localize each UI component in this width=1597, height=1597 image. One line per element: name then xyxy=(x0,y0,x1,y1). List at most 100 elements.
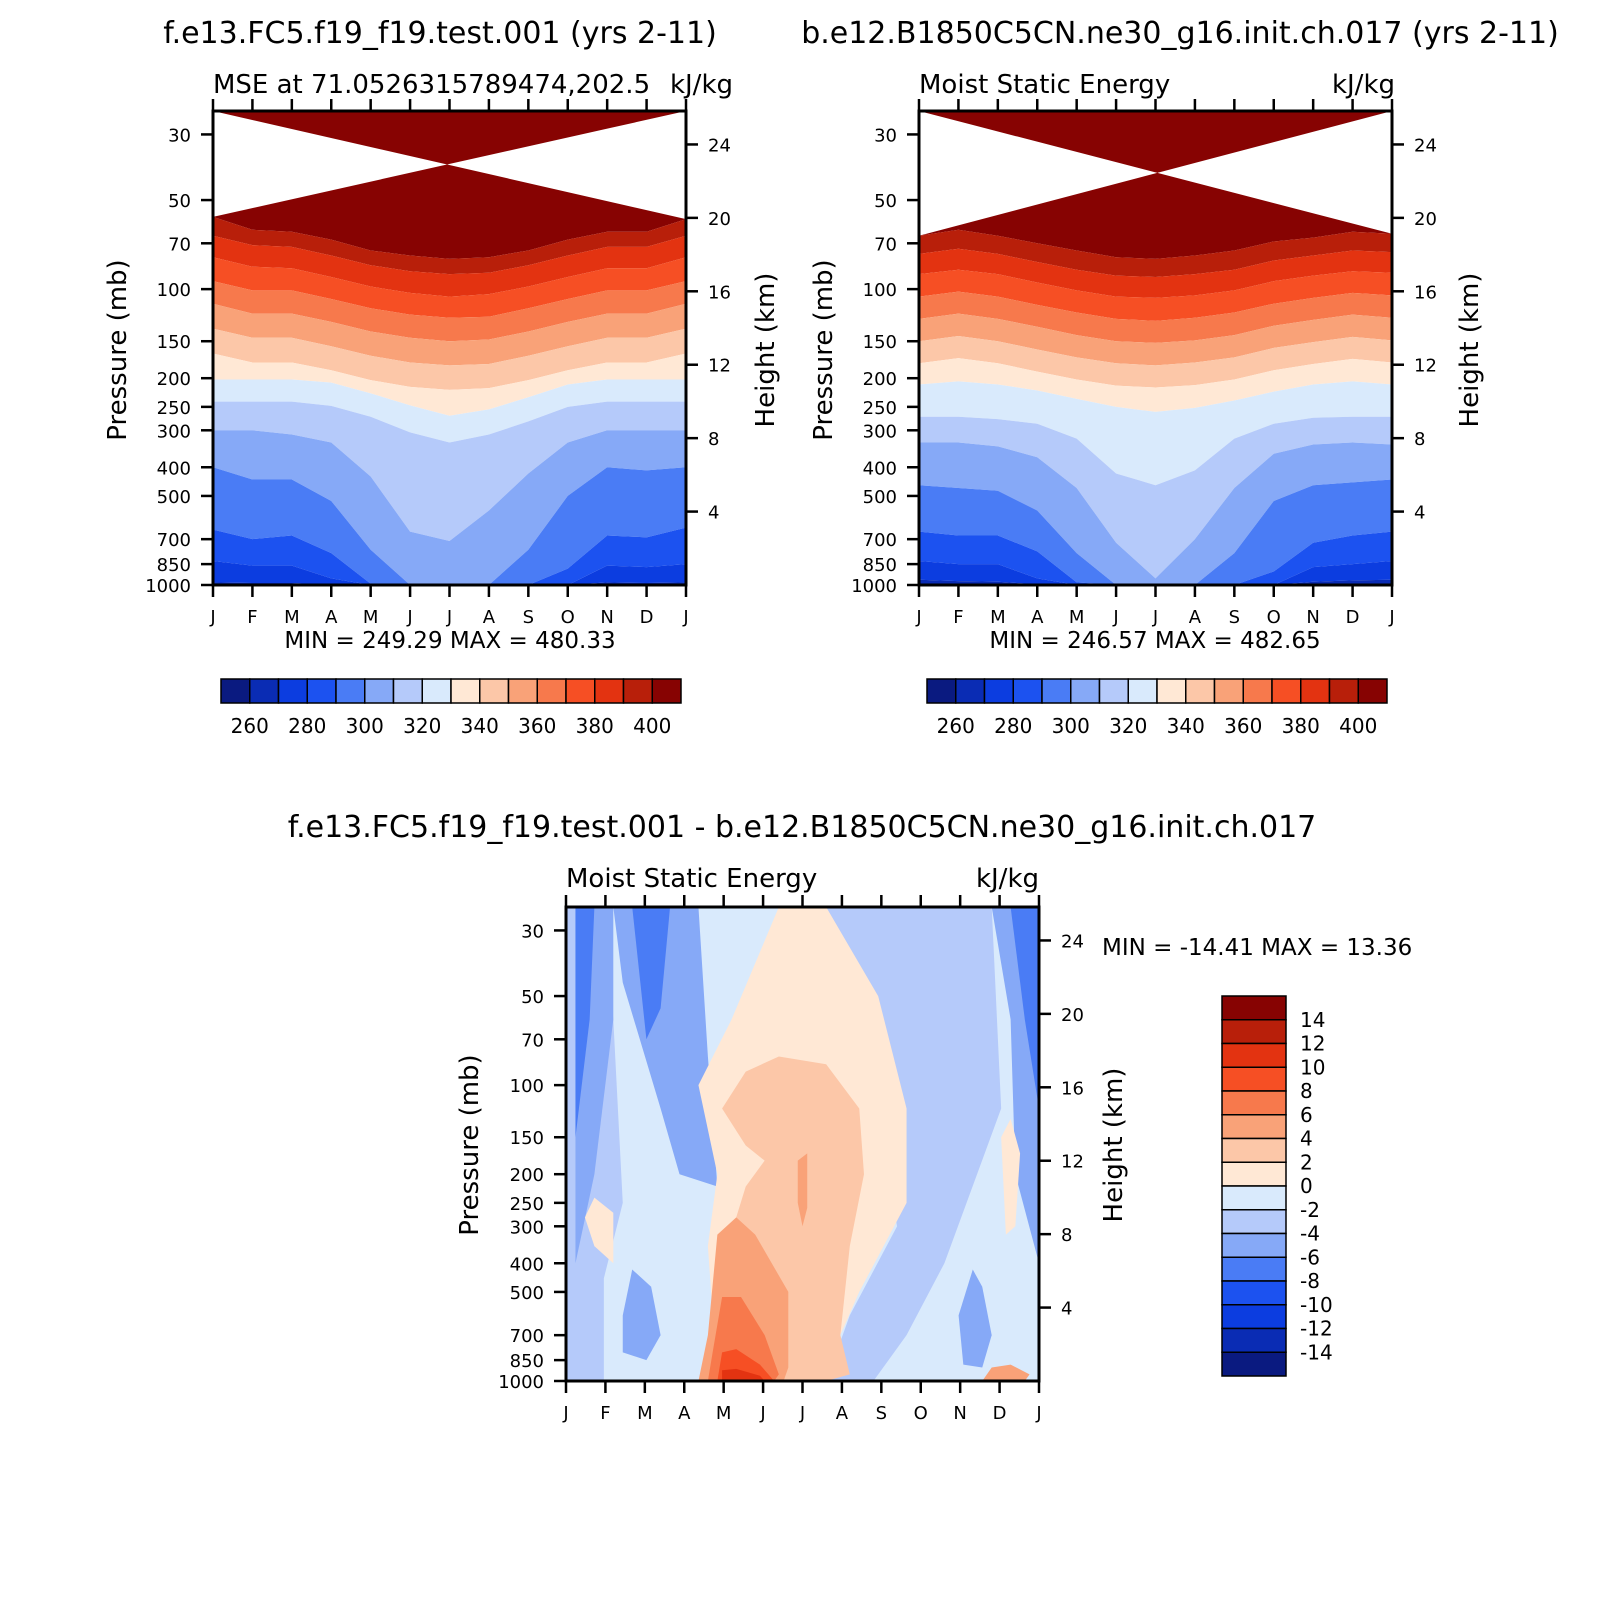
panel-1: f.e13.FC5.f19_f19.test.001 (yrs 2-11) MS… xyxy=(103,16,781,738)
panel-2-colorbar-swatch xyxy=(1213,678,1244,704)
panel-3-xtick-label: D xyxy=(993,1403,1007,1424)
panel-1-height-tick-label: 8 xyxy=(708,429,719,450)
panel-3-contour-region xyxy=(584,1197,614,1264)
panel-1-contour-band xyxy=(213,379,686,443)
panel-1-colorbar-label: 300 xyxy=(346,714,384,738)
panel-1-xtick-label: J xyxy=(209,607,215,628)
panel-3-colorbar-label: -14 xyxy=(1300,1340,1333,1364)
panel-1-colorbar-swatch xyxy=(421,678,452,704)
panel-3-title: f.e13.FC5.f19_f19.test.001 - b.e12.B1850… xyxy=(288,810,1317,845)
panel-3-colorbar-label: 10 xyxy=(1300,1055,1325,1079)
panel-3-left-string: Moist Static Energy xyxy=(566,864,817,894)
panel-1-ytick-label: 500 xyxy=(157,487,191,508)
panel-3-ytick-label: 250 xyxy=(510,1194,544,1215)
panel-1-xtick-label: D xyxy=(640,607,654,628)
panel-3: f.e13.FC5.f19_f19.test.001 - b.e12.B1850… xyxy=(288,810,1413,1424)
panel-1-left-string: MSE at 71.0526315789474,202.5 xyxy=(213,70,650,100)
panel-1-ytick-label: 1000 xyxy=(145,576,191,597)
panel-2-colorbar-label: 280 xyxy=(994,714,1032,738)
panel-2-contour-band xyxy=(919,531,1392,585)
panel-1-colorbar-swatch xyxy=(479,678,510,704)
panel-2-contour-band xyxy=(919,335,1392,388)
panel-2-colorbar-swatch xyxy=(1357,678,1388,704)
panel-2-ytick-label: 70 xyxy=(874,234,897,255)
panel-2-colorbar-swatch xyxy=(1098,678,1129,704)
panel-3-ytick-label: 400 xyxy=(510,1254,544,1275)
panel-2-xtick-label: D xyxy=(1346,607,1360,628)
panel-2-colorbar-swatch xyxy=(1012,678,1043,704)
panel-1-colorbar-swatch xyxy=(565,678,596,704)
panel-3-ytick-label: 30 xyxy=(521,921,544,942)
panel-3-xtick-label: J xyxy=(759,1403,765,1424)
panel-2-contour-band xyxy=(919,442,1392,585)
panel-3-xtick-label: A xyxy=(836,1403,849,1424)
panel-3-colorbar-swatch xyxy=(1221,1185,1287,1211)
panel-3-colorbar-swatch xyxy=(1221,1327,1287,1353)
panel-2-ytick-label: 1000 xyxy=(851,576,897,597)
panel-2-colorbar-label: 320 xyxy=(1109,714,1147,738)
panel-2-colorbar-label: 340 xyxy=(1167,714,1205,738)
panel-3-xtick-label: S xyxy=(876,1403,887,1424)
panel-2-colorbar-swatch xyxy=(1328,678,1359,704)
panel-1-contour-band xyxy=(213,303,686,366)
panel-1-right-ylabel: Height (km) xyxy=(751,273,781,428)
panel-1-contour-band xyxy=(213,111,686,259)
panel-2-height-tick-label: 12 xyxy=(1414,356,1437,377)
panel-1-ytick-label: 250 xyxy=(157,398,191,419)
panel-3-ytick-label: 150 xyxy=(510,1128,544,1149)
panel-2-xtick-label: S xyxy=(1229,607,1240,628)
panel-1-xtick-label: A xyxy=(483,607,496,628)
panel-1-colorbar-swatch xyxy=(450,678,481,704)
panel-1-right-string: kJ/kg xyxy=(670,70,733,100)
panel-1-colorbar-label: 360 xyxy=(518,714,556,738)
panel-1-stats: MIN = 249.29 MAX = 480.33 xyxy=(284,628,615,654)
panel-1-colorbar-swatch xyxy=(536,678,567,704)
panel-1-ylabel: Pressure (mb) xyxy=(103,259,133,440)
panel-1-colorbar-label: 260 xyxy=(231,714,269,738)
panel-3-colorbar-label: -10 xyxy=(1300,1293,1333,1317)
panel-3-colorbar-swatch xyxy=(1221,1137,1287,1163)
panel-2-height-tick-label: 16 xyxy=(1414,282,1437,303)
panel-2-xtick-label: F xyxy=(953,607,963,628)
panel-2-colorbar-label: 300 xyxy=(1052,714,1090,738)
panel-2-contour-band xyxy=(919,561,1392,585)
panel-3-xtick-label: M xyxy=(716,1403,732,1424)
panel-3-ylabel: Pressure (mb) xyxy=(455,1054,485,1235)
panel-1-contour-band xyxy=(213,527,686,585)
panel-3-colorbar-label: 4 xyxy=(1300,1127,1313,1151)
panel-3-colorbar-swatch xyxy=(1221,1090,1287,1116)
panel-3-height-tick-label: 4 xyxy=(1061,1299,1072,1320)
panel-2-stats: MIN = 246.57 MAX = 482.65 xyxy=(989,628,1320,654)
panel-3-height-tick-label: 8 xyxy=(1061,1225,1072,1246)
panel-2-xtick-label: J xyxy=(915,607,921,628)
panel-1-colorbar-label: 380 xyxy=(576,714,614,738)
panel-1-xtick-label: M xyxy=(284,607,300,628)
panel-3-contour-region xyxy=(722,1368,765,1381)
panel-1-ytick-label: 700 xyxy=(157,530,191,551)
panel-1-colorbar-swatch xyxy=(507,678,538,704)
panel-3-colorbar-swatch xyxy=(1221,1161,1287,1187)
panel-1-colorbar-swatch xyxy=(249,678,280,704)
panel-2-height-tick-label: 8 xyxy=(1414,429,1425,450)
panel-2-colorbar-swatch xyxy=(1271,678,1302,704)
panel-2-ytick-label: 700 xyxy=(863,530,897,551)
panel-1-xtick-label: J xyxy=(406,607,412,628)
panel-1-contour-band xyxy=(213,561,686,585)
panel-2-ytick-label: 500 xyxy=(863,487,897,508)
panel-1-ytick-label: 30 xyxy=(168,125,191,146)
panel-1-ytick-label: 400 xyxy=(157,458,191,479)
panel-2-colorbar-swatch xyxy=(1070,678,1101,704)
panel-3-colorbar-label: -8 xyxy=(1300,1269,1320,1293)
panel-3-height-tick-label: 12 xyxy=(1061,1152,1084,1173)
panel-1-ytick-label: 300 xyxy=(157,421,191,442)
panel-1-contour-plot xyxy=(213,111,686,585)
panel-2-xtick-label: J xyxy=(1152,607,1158,628)
panel-3-ytick-label: 100 xyxy=(510,1076,544,1097)
panel-1-contour-band xyxy=(213,216,686,275)
panel-3-right-string: kJ/kg xyxy=(976,864,1039,894)
panel-2-xtick-label: A xyxy=(1031,607,1044,628)
panel-1-colorbar-swatch xyxy=(306,678,337,704)
panel-2-colorbar-swatch xyxy=(1300,678,1331,704)
